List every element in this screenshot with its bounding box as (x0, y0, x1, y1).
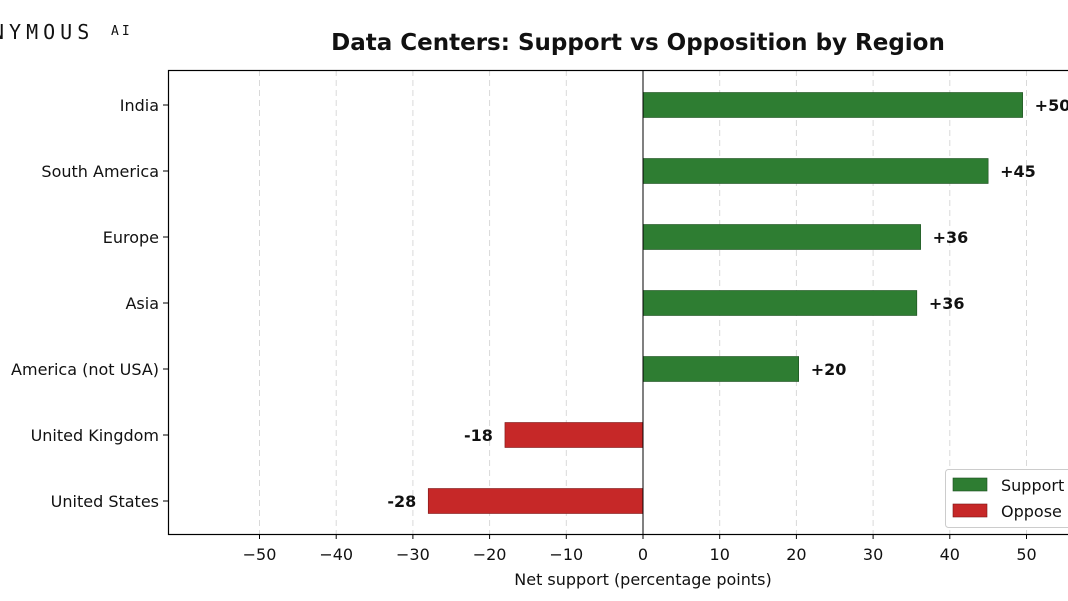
x-tick-label: 0 (638, 545, 648, 564)
y-tick-label: United Kingdom (31, 426, 159, 445)
y-tick-label: Europe (103, 228, 159, 247)
x-tick-label: −50 (243, 545, 277, 564)
legend: Support Oppose (945, 469, 1068, 528)
logo-text: NYMOUS (0, 20, 94, 44)
y-tick-label: America (not USA) (11, 360, 159, 379)
bar-value-label: +36 (933, 228, 969, 247)
x-tick-label: −40 (319, 545, 353, 564)
bars (427, 92, 1023, 514)
logo-suffix: AI (111, 24, 133, 39)
x-axis-label: Net support (percentage points) (514, 570, 771, 589)
bar (642, 356, 800, 382)
bar-value-label: +36 (929, 294, 965, 313)
x-tick-label: −30 (396, 545, 430, 564)
x-axis-ticks: −50 −40 −30 −20 −10 0 10 20 30 40 50 (243, 534, 1037, 564)
bar (427, 488, 644, 514)
bar-value-label: -28 (387, 492, 416, 511)
bar (642, 224, 921, 250)
bar-value-labels: +50 +45 +36 +36 +20 -18 -28 (387, 96, 1068, 511)
x-tick-label: 40 (940, 545, 960, 564)
y-tick-label: South America (41, 162, 159, 181)
bar (642, 92, 1023, 118)
y-tick-label: United States (51, 492, 159, 511)
bar-value-label: -18 (464, 426, 493, 445)
x-tick-label: 50 (1016, 545, 1036, 564)
x-tick-label: 10 (710, 545, 730, 564)
y-axis-ticks: India South America Europe Asia America (not… (11, 96, 168, 511)
x-tick-label: −10 (549, 545, 583, 564)
bar (642, 290, 918, 316)
y-tick-label: India (120, 96, 159, 115)
legend-swatch-oppose (952, 503, 988, 518)
bar-value-label: +20 (811, 360, 847, 379)
bar (642, 158, 989, 184)
brand-logo: NYMOUS AI (0, 20, 133, 44)
bar (504, 422, 644, 448)
x-tick-label: 30 (863, 545, 883, 564)
legend-label-oppose: Oppose (1001, 502, 1062, 521)
bar-value-label: +45 (1000, 162, 1036, 181)
bar-value-label: +50 (1035, 96, 1068, 115)
y-tick-label: Asia (125, 294, 159, 313)
x-tick-label: 20 (786, 545, 806, 564)
legend-swatch-support (952, 477, 988, 492)
legend-label-support: Support (1001, 476, 1064, 495)
x-tick-label: −20 (473, 545, 507, 564)
chart-title: Data Centers: Support vs Opposition by R… (331, 30, 945, 56)
plot-frame (167, 69, 1068, 536)
